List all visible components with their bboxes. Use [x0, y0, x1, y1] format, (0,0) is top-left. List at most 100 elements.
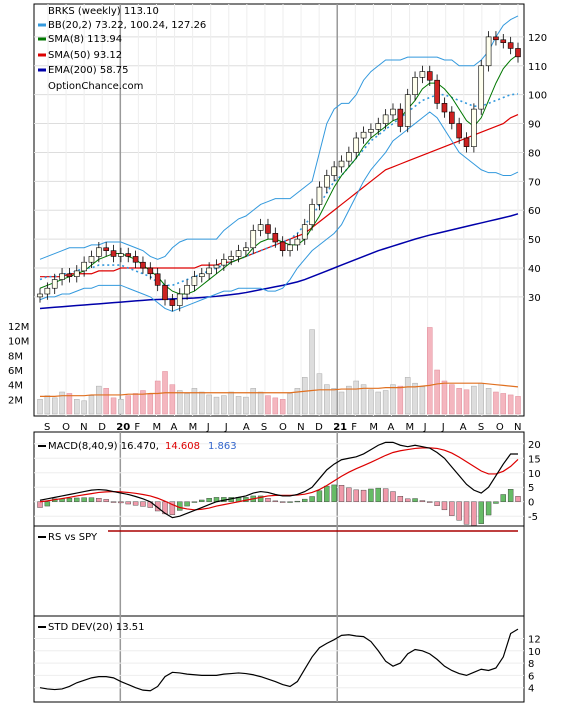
candle-body — [96, 247, 102, 257]
bb-lower-line — [39, 111, 519, 312]
volume-bar — [206, 394, 212, 415]
x-tick-label: 21 — [333, 422, 347, 433]
macd-histogram-bar — [375, 487, 381, 502]
volume-bar — [184, 393, 190, 415]
x-tick-label: A — [387, 422, 394, 433]
macd-histogram-bar — [37, 501, 43, 508]
candle-body — [301, 224, 308, 240]
candle-body — [51, 279, 58, 289]
x-tick-label: A — [171, 422, 178, 433]
macd-histogram-bar — [397, 496, 404, 502]
volume-bar — [44, 395, 51, 415]
macd-histogram-bar — [478, 501, 484, 524]
macd-y-tick: 5 — [528, 483, 534, 494]
volume-bar — [132, 393, 139, 415]
candle-body — [419, 71, 426, 78]
macd-legend-main: MACD(8,40,9) 16.470, — [48, 441, 159, 452]
macd-histogram-bar — [427, 501, 433, 503]
candle-body — [206, 267, 212, 275]
candle-body — [331, 166, 337, 176]
volume-bar — [427, 327, 433, 415]
macd-histogram-bar — [140, 501, 146, 507]
macd-histogram-bar — [390, 491, 396, 502]
price-series — [37, 15, 521, 312]
volume-y-tick: 8M — [8, 351, 23, 362]
volume-bar — [272, 397, 279, 415]
price-y-tick: 70 — [528, 177, 541, 188]
volume-bar — [301, 377, 308, 415]
candle-body — [382, 114, 389, 124]
macd-histogram-bar — [118, 501, 124, 504]
macd-histogram-bar — [485, 501, 492, 516]
volume-y-tick: 2M — [8, 395, 23, 406]
volume-bar — [59, 391, 65, 415]
macd-histogram-bar — [500, 494, 506, 502]
macd-histogram-bar — [316, 490, 323, 502]
candle-body — [456, 123, 462, 139]
price-y-tick: 40 — [528, 264, 541, 275]
volume-bar — [221, 395, 227, 415]
volume-bar — [338, 391, 345, 415]
legend-sma50: SMA(50) 93.12 — [48, 50, 122, 61]
volume-bar — [154, 380, 161, 415]
volume-bars — [37, 327, 521, 415]
macd-histogram-bar — [132, 501, 139, 506]
rs-legend-label: RS vs SPY — [48, 532, 98, 543]
macd-histogram-bar — [169, 501, 176, 515]
volume-bar — [294, 388, 301, 415]
x-tick-label: M — [152, 422, 161, 433]
volume-bar — [346, 385, 352, 415]
volume-bar — [235, 396, 242, 415]
candle-body — [515, 48, 521, 58]
volume-bar — [419, 386, 426, 415]
macd-histogram-bar — [338, 485, 345, 502]
stddev-y-tick: 6 — [528, 671, 534, 682]
volume-bar — [463, 389, 470, 415]
volume-bar — [103, 388, 109, 415]
volume-bar — [147, 393, 154, 415]
macd-histogram-bar — [88, 497, 95, 502]
macd-histogram-bar — [434, 501, 440, 506]
x-tick-label: N — [514, 422, 521, 433]
legend-source: OptionChance.com — [48, 81, 143, 92]
volume-bar — [250, 388, 257, 415]
candle-body — [449, 111, 455, 124]
macd-y-tick: 20 — [528, 440, 541, 451]
macd-signal-line — [39, 447, 519, 511]
x-tick-label: A — [460, 422, 467, 433]
volume-bar — [485, 388, 492, 415]
volume-bar — [118, 399, 124, 415]
stddev-line — [39, 628, 519, 692]
volume-bar — [449, 384, 455, 415]
macd-histogram-bar — [346, 487, 352, 502]
x-tick-label: S — [478, 422, 484, 433]
volume-bar — [140, 390, 146, 415]
macd-histogram-bar — [287, 501, 293, 503]
macd-histogram-bar — [103, 499, 109, 502]
candle-body — [493, 36, 499, 41]
candle-body — [316, 186, 323, 205]
candle-body — [250, 230, 257, 249]
macd-histogram-bar — [493, 501, 499, 504]
volume-bar — [243, 396, 249, 415]
ema200-line — [39, 213, 519, 310]
x-tick-label: 20 — [116, 422, 130, 433]
candle-body — [147, 267, 154, 275]
candle-body — [309, 204, 315, 225]
candle-body — [176, 293, 183, 306]
candle-body — [441, 103, 448, 113]
macd-histogram-bar — [353, 489, 359, 502]
volume-bar — [169, 384, 176, 415]
macd-histogram-bar — [81, 497, 87, 502]
macd-histogram-bar — [449, 501, 455, 516]
candle-body — [471, 108, 477, 147]
x-tick-label: M — [406, 422, 415, 433]
volume-bar — [51, 397, 58, 415]
macd-histogram-bar — [96, 498, 102, 502]
volume-y-tick: 12M — [8, 322, 29, 333]
volume-bar — [287, 393, 293, 415]
volume-bar — [404, 377, 411, 415]
x-tick-label: O — [62, 422, 70, 433]
macd-histogram-bar — [44, 501, 51, 507]
